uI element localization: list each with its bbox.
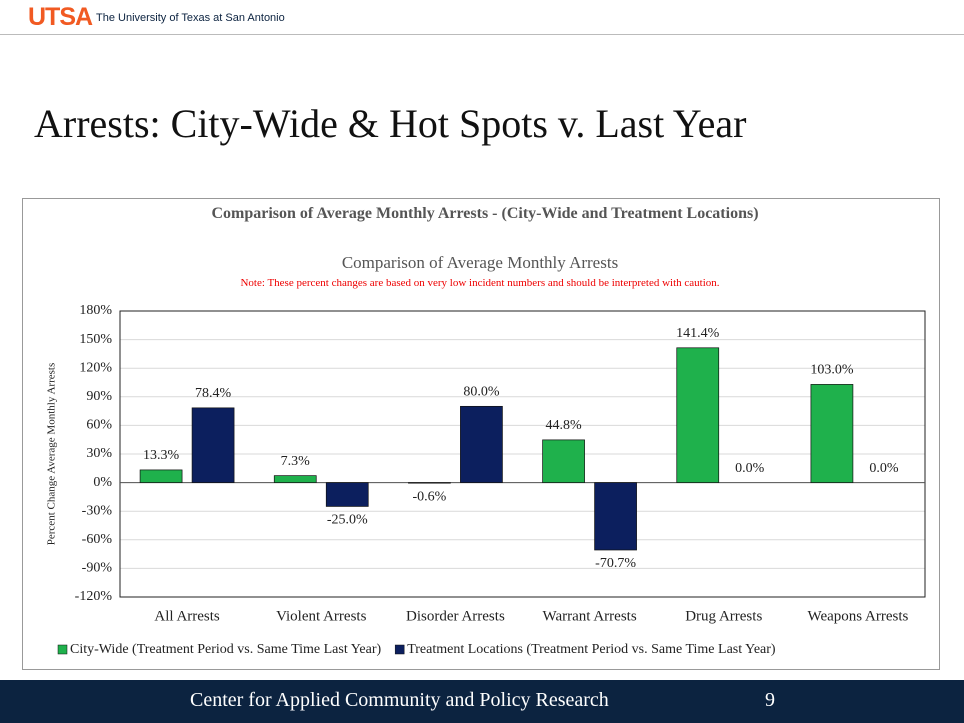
plot-border xyxy=(119,310,926,598)
y-tick-label: 90% xyxy=(86,389,112,404)
bar xyxy=(191,407,235,483)
bar xyxy=(542,439,585,483)
x-tick-label: Weapons Arrests xyxy=(807,608,908,624)
value-label: 0.0% xyxy=(735,461,765,476)
value-label: 13.3% xyxy=(143,448,180,463)
y-tick-label: -120% xyxy=(75,589,113,604)
bar xyxy=(325,482,369,507)
legend-label: Treatment Locations (Treatment Period vs… xyxy=(407,642,776,657)
chart-subtitle: Comparison of Average Monthly Arrests xyxy=(341,253,619,272)
value-label: 78.4% xyxy=(195,386,232,401)
university: The University of Texas at San Antonio xyxy=(96,12,285,24)
x-tick-label: Drug Arrests xyxy=(685,608,762,624)
logo: UTSA xyxy=(28,3,93,31)
bar xyxy=(139,469,183,483)
chart-note: Note: These percent changes are based on… xyxy=(240,277,720,289)
x-tick-label: Violent Arrests xyxy=(276,608,366,624)
footer: Center for Applied Community and Policy … xyxy=(0,680,964,723)
x-tick-label: Disorder Arrests xyxy=(406,608,505,624)
y-tick-label: -60% xyxy=(82,532,113,547)
bar xyxy=(594,482,637,551)
y-tick-label: 180% xyxy=(79,303,112,318)
y-tick-label: 60% xyxy=(86,418,112,433)
legend-swatch xyxy=(57,644,68,655)
y-axis-label: Percent Change Average Monthly Arrests xyxy=(46,363,58,545)
slide-title: Arrests: City-Wide & Hot Spots v. Last Y… xyxy=(34,101,747,146)
y-tick-label: 120% xyxy=(79,360,112,375)
bar xyxy=(273,475,317,483)
x-tick-label: All Arrests xyxy=(154,608,220,624)
footer-text: Center for Applied Community and Policy … xyxy=(190,689,609,711)
chart-title: Comparison of Average Monthly Arrests - … xyxy=(211,205,759,222)
value-label: 80.0% xyxy=(463,385,500,400)
bar xyxy=(460,405,503,483)
y-tick-label: 30% xyxy=(86,446,112,461)
value-label: 103.0% xyxy=(810,363,854,378)
value-label: -25.0% xyxy=(327,513,368,528)
y-tick-label: 0% xyxy=(93,475,112,490)
legend-swatch xyxy=(394,644,405,655)
y-tick-label: -30% xyxy=(82,503,113,518)
legend-label: City-Wide (Treatment Period vs. Same Tim… xyxy=(70,642,382,657)
value-label: 0.0% xyxy=(869,461,899,476)
bar xyxy=(810,384,854,483)
chart-frame xyxy=(22,198,940,670)
y-tick-label: -90% xyxy=(82,561,113,576)
value-label: 7.3% xyxy=(281,454,311,469)
page-number: 9 xyxy=(765,689,775,711)
value-label: 141.4% xyxy=(676,326,720,341)
y-tick-label: 150% xyxy=(79,332,112,347)
bar xyxy=(676,347,720,483)
value-label: 44.8% xyxy=(545,418,582,433)
value-label: -0.6% xyxy=(413,489,447,504)
value-label: -70.7% xyxy=(595,556,636,571)
x-tick-label: Warrant Arrests xyxy=(542,608,636,624)
header: UTSA The University of Texas at San Anto… xyxy=(0,0,964,35)
bar xyxy=(408,482,451,484)
